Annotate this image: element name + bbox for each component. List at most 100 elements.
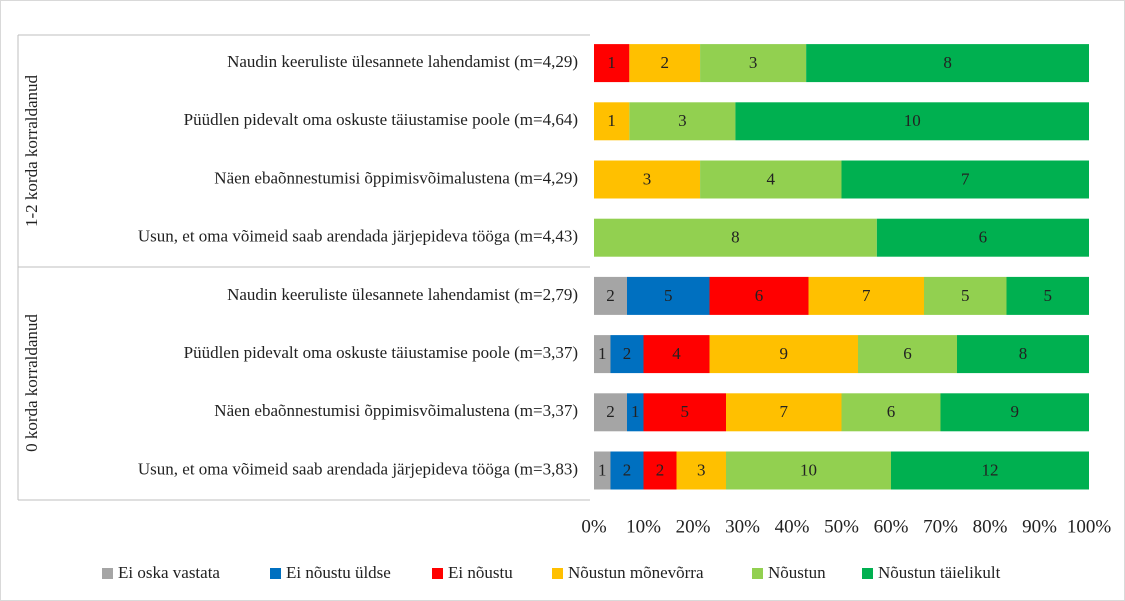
bar-segment: [629, 44, 701, 83]
group-label: 1-2 korda korraldanud: [22, 75, 41, 228]
category-label: Püüdlen pidevalt oma oskuste täiustamise…: [184, 343, 578, 362]
bar-segment: [594, 44, 630, 83]
data-label: 8: [731, 228, 740, 247]
data-label: 8: [943, 53, 952, 72]
bar-segment: [957, 335, 1089, 374]
group-label: 0 korda korraldanud: [22, 314, 41, 452]
category-label: Naudin keeruliste ülesannete lahendamist…: [227, 52, 578, 71]
bar-segment: [891, 451, 1089, 490]
bar-segment: [858, 335, 957, 374]
data-label: 3: [697, 460, 706, 479]
data-label: 2: [656, 460, 665, 479]
legend-label: Nõustun mõnevõrra: [568, 563, 704, 582]
bar-segment: [676, 451, 726, 490]
bar-segment: [643, 451, 677, 490]
data-label: 6: [887, 402, 896, 421]
x-tick-label: 90%: [1022, 516, 1057, 537]
legend-swatch: [862, 568, 873, 579]
legend-swatch: [752, 568, 763, 579]
bar-segment: [643, 335, 710, 374]
data-label: 3: [678, 111, 687, 130]
bar-segment: [726, 451, 891, 490]
category-label: Naudin keeruliste ülesannete lahendamist…: [227, 285, 578, 304]
bar-segment: [726, 393, 842, 432]
bar-segment: [709, 335, 858, 374]
legend-label: Ei nõustu: [448, 563, 513, 582]
bar-segment: [610, 451, 644, 490]
bar-segment: [924, 276, 1007, 315]
legend-label: Nõustun täielikult: [878, 563, 1001, 582]
bar-segment: [594, 218, 877, 257]
data-label: 2: [606, 286, 615, 305]
data-label: 1: [598, 460, 607, 479]
data-label: 3: [643, 169, 652, 188]
x-tick-label: 0%: [581, 516, 607, 537]
bar-segment: [735, 102, 1089, 141]
x-tick-label: 20%: [676, 516, 711, 537]
legend-swatch: [552, 568, 563, 579]
data-label: 7: [961, 169, 970, 188]
data-label: 5: [681, 402, 690, 421]
x-tick-label: 50%: [824, 516, 859, 537]
data-label: 6: [979, 228, 988, 247]
bar-segment: [594, 335, 611, 374]
category-label: Usun, et oma võimeid saab arendada järje…: [138, 459, 578, 478]
data-label: 9: [1011, 402, 1020, 421]
legend-swatch: [102, 568, 113, 579]
data-label: 7: [780, 402, 789, 421]
bar-segment: [594, 393, 627, 432]
bar-segment: [806, 44, 1089, 83]
bar-segment: [841, 160, 1089, 199]
legend-swatch: [270, 568, 281, 579]
bar-segment: [808, 276, 924, 315]
legend-label: Ei nõustu üldse: [286, 563, 391, 582]
data-label: 10: [904, 111, 921, 130]
data-label: 4: [672, 344, 681, 363]
data-label: 2: [623, 344, 632, 363]
data-label: 4: [767, 169, 776, 188]
bar-segment: [841, 393, 941, 432]
bar-segment: [700, 160, 842, 199]
bar-segment: [629, 102, 736, 141]
legend-label: Nõustun: [768, 563, 826, 582]
bar-segment: [643, 393, 726, 432]
bar-segment: [610, 335, 644, 374]
x-tick-label: 70%: [923, 516, 958, 537]
x-tick-label: 30%: [725, 516, 760, 537]
bar-segment: [594, 102, 630, 141]
bar-segment: [594, 160, 701, 199]
category-label: Usun, et oma võimeid saab arendada järje…: [138, 227, 578, 246]
data-label: 8: [1019, 344, 1028, 363]
category-label: Näen ebaõnnestumisi õppimisvõimalustena …: [214, 168, 578, 187]
data-label: 6: [755, 286, 764, 305]
legend-label: Ei oska vastata: [118, 563, 220, 582]
bar-segment: [700, 44, 807, 83]
data-label: 1: [607, 111, 616, 130]
data-label: 12: [982, 460, 999, 479]
bar-segment: [627, 393, 644, 432]
category-label: Püüdlen pidevalt oma oskuste täiustamise…: [184, 110, 578, 129]
data-label: 9: [780, 344, 789, 363]
x-tick-label: 60%: [874, 516, 909, 537]
bar-segment: [594, 276, 627, 315]
data-label: 1: [631, 402, 640, 421]
bar-segment: [627, 276, 710, 315]
x-tick-label: 10%: [626, 516, 661, 537]
data-label: 5: [664, 286, 673, 305]
x-tick-label: 40%: [775, 516, 810, 537]
bar-segment: [594, 451, 611, 490]
data-label: 5: [1044, 286, 1053, 305]
bar-segment: [940, 393, 1089, 432]
category-label: Näen ebaõnnestumisi õppimisvõimalustena …: [214, 401, 578, 420]
bar-segment: [876, 218, 1089, 257]
data-label: 1: [598, 344, 607, 363]
data-label: 7: [862, 286, 871, 305]
legend-swatch: [432, 568, 443, 579]
bar-segment: [709, 276, 809, 315]
bar-segment: [1006, 276, 1089, 315]
data-label: 2: [623, 460, 632, 479]
data-label: 3: [749, 53, 758, 72]
data-label: 2: [606, 402, 615, 421]
